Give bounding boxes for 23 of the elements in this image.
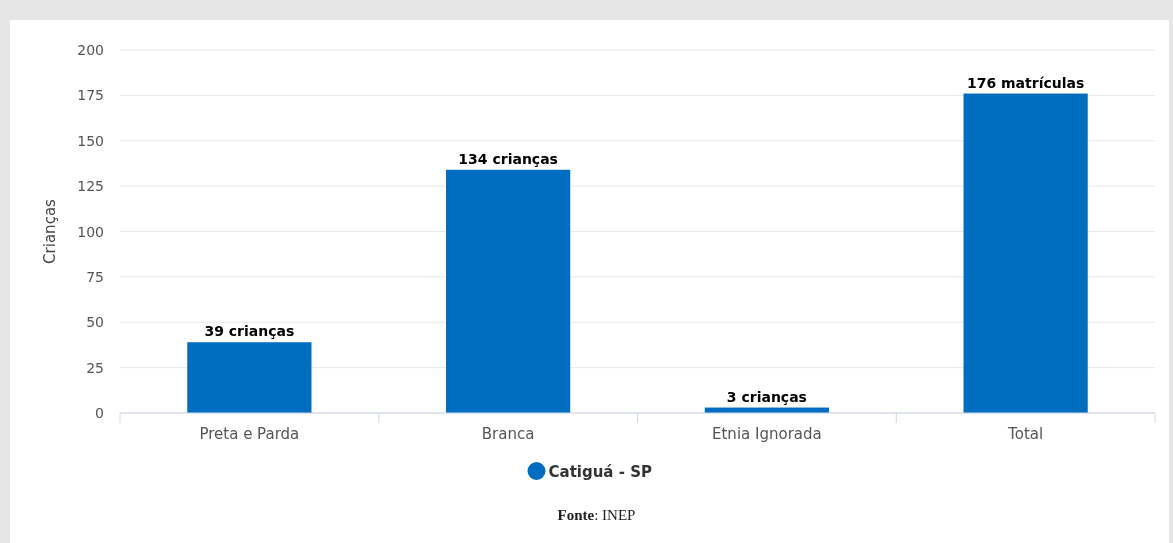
y-axis-title: Crianças [41,198,59,264]
bar [446,169,571,413]
bar [187,342,312,413]
y-tick-label: 0 [95,405,104,421]
source-note: Fonte: INEP [557,507,636,523]
y-tick-label: 50 [86,314,104,331]
y-tick-label: 100 [77,223,104,240]
data-label: 134 crianças [458,150,558,167]
y-tick-label: 200 [77,42,104,58]
legend-label: Catiguá - SP [548,463,652,481]
x-tick-label: Preta e Parda [199,425,300,443]
y-tick-label: 75 [86,268,104,285]
data-label: 3 crianças [726,388,807,405]
x-tick-label: Branca [481,425,535,443]
bar [963,93,1088,413]
y-tick-label: 125 [77,178,104,195]
data-label: 176 matrículas [966,74,1085,91]
y-tick-label: 25 [86,359,104,376]
x-tick-label: Total [1007,425,1044,443]
y-tick-label: 150 [77,132,104,149]
y-tick-label: 175 [77,87,104,104]
x-tick-label: Etnia Ignorada [712,425,822,443]
data-label: 39 crianças [204,323,295,340]
